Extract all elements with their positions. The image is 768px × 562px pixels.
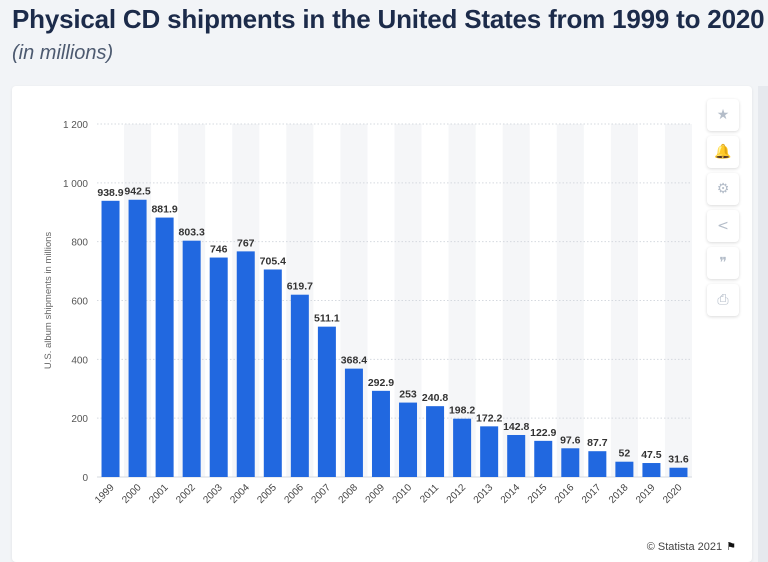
bar: [290, 294, 309, 477]
data-label: 511.1: [314, 313, 340, 325]
y-tick-label: 800: [71, 238, 88, 249]
gear-icon: ⚙: [716, 181, 730, 197]
bar: [480, 426, 499, 477]
data-label: 87.7: [587, 437, 608, 449]
x-tick-label: 2020: [661, 482, 685, 506]
bar: [155, 217, 174, 478]
bar: [263, 269, 282, 477]
data-label: 142.8: [503, 421, 529, 433]
y-tick-label: 1 000: [63, 179, 88, 190]
bell-button[interactable]: 🔔: [707, 136, 739, 168]
quote-button[interactable]: ❞: [707, 247, 739, 279]
data-label: 705.4: [260, 255, 286, 267]
y-tick-label: 1 200: [63, 120, 88, 131]
x-tick-label: 2005: [255, 482, 279, 506]
data-label: 31.6: [668, 454, 689, 466]
bar: [615, 461, 634, 477]
data-label: 47.5: [641, 449, 662, 461]
data-label: 253: [399, 389, 417, 401]
x-tick-label: 2000: [120, 482, 144, 506]
bar: [317, 326, 336, 477]
bar: [453, 418, 472, 477]
bar: [534, 440, 553, 477]
bar: [371, 390, 390, 477]
x-tick-label: 2016: [553, 482, 577, 506]
y-tick-label: 0: [82, 473, 88, 484]
page-title: Physical CD shipments in the United Stat…: [12, 4, 765, 34]
side-panel-edge: [758, 86, 768, 562]
x-tick-label: 2004: [228, 482, 252, 506]
bar: [236, 251, 255, 477]
data-label: 52: [619, 448, 631, 460]
data-label: 292.9: [368, 377, 394, 389]
bar: [588, 451, 607, 477]
x-tick-label: 1999: [93, 482, 117, 506]
x-tick-label: 2019: [634, 482, 658, 506]
x-tick-label: 2011: [418, 482, 441, 505]
data-label: 368.4: [341, 355, 367, 367]
y-axis-title: U.S. album shipments in millions: [43, 232, 54, 370]
print-icon: ⎙: [717, 292, 729, 308]
flag-icon: ⚑: [726, 541, 736, 553]
data-label: 240.8: [422, 392, 448, 404]
bar: [507, 434, 526, 477]
x-tick-label: 2008: [337, 482, 361, 506]
data-label: 97.6: [560, 434, 581, 446]
x-tick-label: 2009: [364, 482, 388, 506]
gear-button[interactable]: ⚙: [707, 173, 739, 205]
bar: [642, 463, 661, 477]
page-subtitle: (in millions): [12, 42, 114, 64]
statista-credit[interactable]: © Statista 2021 ⚑: [646, 540, 736, 554]
x-tick-label: 2013: [472, 482, 496, 506]
print-button[interactable]: ⎙: [707, 284, 739, 316]
x-tick-label: 2003: [201, 482, 225, 506]
x-tick-label: 2002: [174, 482, 198, 506]
x-tick-label: 2017: [580, 482, 604, 506]
y-tick-label: 200: [71, 414, 88, 425]
bar: [209, 257, 228, 477]
data-label: 942.5: [124, 186, 150, 198]
bar: [182, 240, 201, 477]
data-label: 746: [210, 244, 228, 256]
y-tick-label: 600: [71, 297, 88, 308]
data-label: 198.2: [449, 405, 475, 417]
x-tick-label: 2010: [391, 482, 415, 506]
data-label: 619.7: [287, 281, 313, 293]
data-label: 767: [237, 237, 255, 249]
bar: [344, 368, 363, 477]
share-icon: <: [717, 218, 729, 234]
data-label: 803.3: [179, 227, 205, 239]
star-icon: ★: [716, 107, 730, 123]
x-tick-label: 2012: [445, 482, 469, 506]
x-tick-label: 2006: [282, 482, 306, 506]
bell-icon: 🔔: [714, 144, 732, 160]
bar: [399, 402, 418, 477]
x-tick-label: 2018: [607, 482, 631, 506]
x-tick-label: 2007: [309, 482, 333, 506]
bar: [426, 406, 445, 477]
data-label: 172.2: [476, 412, 502, 424]
data-label: 938.9: [97, 187, 123, 199]
credit-text: © Statista 2021: [646, 540, 723, 553]
star-button[interactable]: ★: [707, 99, 739, 131]
data-label: 122.9: [530, 427, 556, 439]
bar: [128, 199, 147, 477]
x-tick-label: 2014: [499, 482, 523, 506]
bar: [669, 467, 688, 477]
share-button[interactable]: <: [707, 210, 739, 242]
bar: [561, 448, 580, 477]
chart-toolbar: ★ 🔔 ⚙ < ❞ ⎙: [707, 99, 741, 321]
y-tick-label: 400: [71, 355, 88, 366]
data-label: 881.9: [151, 204, 177, 216]
x-tick-label: 2015: [526, 482, 550, 506]
x-tick-label: 2001: [147, 482, 171, 506]
bar: [101, 200, 120, 477]
quote-icon: ❞: [719, 255, 727, 271]
